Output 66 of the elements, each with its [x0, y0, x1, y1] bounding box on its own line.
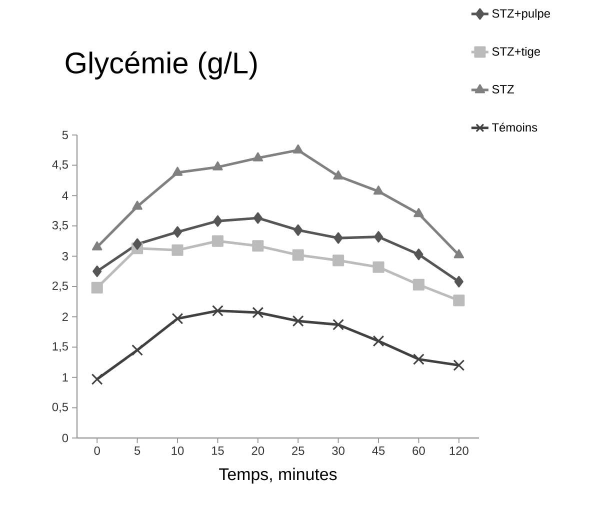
point [212, 161, 223, 170]
point [414, 248, 424, 260]
point [292, 315, 304, 327]
y-tick-label: 1 [62, 373, 68, 382]
x-tick-label: 45 [372, 446, 385, 455]
point [132, 344, 144, 356]
legend-label: STZ [492, 85, 514, 94]
chart-title: Glycémie (g/L) [66, 51, 257, 80]
y-tick-label: 0,5 [52, 402, 68, 413]
x-axis-title: Temps, minutes [219, 468, 337, 484]
point [332, 318, 344, 330]
point [92, 266, 102, 278]
point [334, 232, 343, 244]
point [252, 240, 264, 252]
y-tick-label: 2 [62, 312, 68, 321]
x-tick-label: 20 [252, 446, 264, 455]
y-tick-label: 5 [62, 130, 68, 140]
y-tick-label: 2,5 [52, 282, 68, 292]
x-tick-label: 10 [172, 446, 184, 455]
y-tick-label: 4 [62, 191, 68, 200]
point [252, 306, 264, 318]
point [292, 144, 304, 154]
point [91, 373, 103, 385]
point [294, 224, 303, 236]
point [212, 235, 224, 247]
point [252, 152, 264, 162]
x-tick-label: 25 [292, 446, 304, 455]
point [412, 278, 424, 290]
point [172, 166, 183, 176]
y-tick-label: 1,5 [52, 342, 68, 352]
point [372, 261, 384, 273]
legend-label: Témoins [492, 122, 538, 132]
point [414, 208, 424, 218]
point [212, 305, 224, 316]
legend-label: STZ+pulpe [492, 8, 550, 20]
point [372, 335, 384, 347]
point [454, 249, 464, 258]
point [172, 312, 184, 324]
point [453, 294, 465, 306]
point [91, 282, 103, 294]
point [132, 238, 142, 250]
x-tick-label: 15 [212, 446, 224, 455]
point [412, 353, 424, 365]
point [453, 360, 465, 372]
point [132, 200, 142, 210]
y-tick-label: 0 [62, 434, 68, 442]
x-tick-label: 60 [412, 446, 425, 455]
x-tick-label: 120 [450, 446, 468, 455]
point [253, 212, 262, 224]
y-tick-label: 4,5 [52, 160, 68, 170]
point [213, 215, 222, 227]
y-tick-label: 3,5 [52, 220, 68, 231]
x-tick-label: 30 [332, 446, 344, 455]
x-tick-label: 0 [94, 446, 100, 455]
point [292, 249, 304, 261]
point [92, 241, 102, 250]
point [373, 186, 384, 195]
point [333, 170, 344, 180]
point [374, 231, 384, 243]
y-tick-label: 3 [62, 252, 68, 260]
point [332, 254, 344, 266]
point [172, 226, 182, 238]
point [172, 244, 184, 256]
point [454, 276, 464, 288]
legend-label: STZ+tige [492, 46, 540, 58]
x-tick-label: 5 [134, 446, 140, 455]
